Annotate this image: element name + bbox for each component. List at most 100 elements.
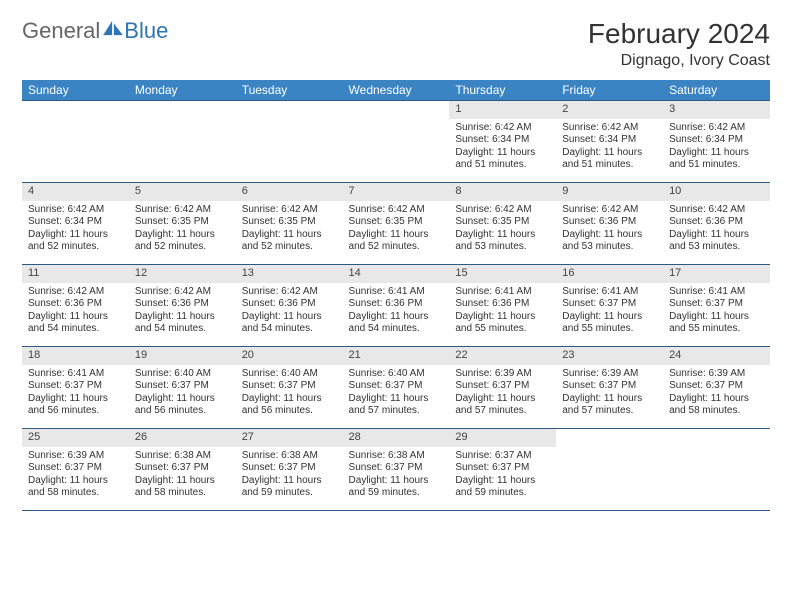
calendar-empty-cell bbox=[556, 429, 663, 511]
day-number: 22 bbox=[449, 347, 556, 365]
calendar-day-cell: 19Sunrise: 6:40 AMSunset: 6:37 PMDayligh… bbox=[129, 347, 236, 429]
calendar-day-cell: 11Sunrise: 6:42 AMSunset: 6:36 PMDayligh… bbox=[22, 265, 129, 347]
calendar-week-row: 18Sunrise: 6:41 AMSunset: 6:37 PMDayligh… bbox=[22, 347, 770, 429]
location-label: Dignago, Ivory Coast bbox=[588, 52, 770, 70]
sunset-text: Sunset: 6:35 PM bbox=[242, 216, 337, 229]
sunrise-text: Sunrise: 6:42 AM bbox=[349, 204, 444, 217]
day-detail: Sunrise: 6:42 AMSunset: 6:36 PMDaylight:… bbox=[236, 283, 343, 340]
calendar-day-cell: 17Sunrise: 6:41 AMSunset: 6:37 PMDayligh… bbox=[663, 265, 770, 347]
calendar-week-row: 4Sunrise: 6:42 AMSunset: 6:34 PMDaylight… bbox=[22, 183, 770, 265]
sunrise-text: Sunrise: 6:37 AM bbox=[455, 450, 550, 463]
sunset-text: Sunset: 6:34 PM bbox=[455, 134, 550, 147]
weekday-header: Thursday bbox=[449, 80, 556, 101]
brand-logo: General Blue bbox=[22, 18, 168, 44]
sunset-text: Sunset: 6:37 PM bbox=[562, 380, 657, 393]
day-number: 3 bbox=[663, 101, 770, 119]
calendar-week-row: 25Sunrise: 6:39 AMSunset: 6:37 PMDayligh… bbox=[22, 429, 770, 511]
daylight-text: Daylight: 11 hours and 53 minutes. bbox=[562, 229, 657, 254]
day-detail: Sunrise: 6:39 AMSunset: 6:37 PMDaylight:… bbox=[556, 365, 663, 422]
day-detail: Sunrise: 6:41 AMSunset: 6:37 PMDaylight:… bbox=[22, 365, 129, 422]
day-detail: Sunrise: 6:40 AMSunset: 6:37 PMDaylight:… bbox=[129, 365, 236, 422]
day-number: 11 bbox=[22, 265, 129, 283]
calendar-day-cell: 27Sunrise: 6:38 AMSunset: 6:37 PMDayligh… bbox=[236, 429, 343, 511]
sunrise-text: Sunrise: 6:42 AM bbox=[669, 122, 764, 135]
day-number: 25 bbox=[22, 429, 129, 447]
day-detail: Sunrise: 6:41 AMSunset: 6:36 PMDaylight:… bbox=[449, 283, 556, 340]
sunset-text: Sunset: 6:36 PM bbox=[242, 298, 337, 311]
daylight-text: Daylight: 11 hours and 54 minutes. bbox=[135, 311, 230, 336]
sunset-text: Sunset: 6:36 PM bbox=[669, 216, 764, 229]
day-number: 1 bbox=[449, 101, 556, 119]
daylight-text: Daylight: 11 hours and 52 minutes. bbox=[135, 229, 230, 254]
day-detail: Sunrise: 6:42 AMSunset: 6:35 PMDaylight:… bbox=[129, 201, 236, 258]
daylight-text: Daylight: 11 hours and 54 minutes. bbox=[242, 311, 337, 336]
day-detail: Sunrise: 6:42 AMSunset: 6:34 PMDaylight:… bbox=[22, 201, 129, 258]
weekday-header: Monday bbox=[129, 80, 236, 101]
month-title: February 2024 bbox=[588, 18, 770, 50]
sunrise-text: Sunrise: 6:41 AM bbox=[455, 286, 550, 299]
calendar-day-cell: 24Sunrise: 6:39 AMSunset: 6:37 PMDayligh… bbox=[663, 347, 770, 429]
calendar-day-cell: 16Sunrise: 6:41 AMSunset: 6:37 PMDayligh… bbox=[556, 265, 663, 347]
day-detail: Sunrise: 6:42 AMSunset: 6:34 PMDaylight:… bbox=[556, 119, 663, 176]
day-number: 29 bbox=[449, 429, 556, 447]
day-detail: Sunrise: 6:41 AMSunset: 6:37 PMDaylight:… bbox=[556, 283, 663, 340]
sunset-text: Sunset: 6:37 PM bbox=[349, 380, 444, 393]
calendar-day-cell: 7Sunrise: 6:42 AMSunset: 6:35 PMDaylight… bbox=[343, 183, 450, 265]
daylight-text: Daylight: 11 hours and 56 minutes. bbox=[28, 393, 123, 418]
sunrise-text: Sunrise: 6:42 AM bbox=[135, 286, 230, 299]
day-number: 19 bbox=[129, 347, 236, 365]
calendar-day-cell: 8Sunrise: 6:42 AMSunset: 6:35 PMDaylight… bbox=[449, 183, 556, 265]
daylight-text: Daylight: 11 hours and 57 minutes. bbox=[562, 393, 657, 418]
calendar-day-cell: 5Sunrise: 6:42 AMSunset: 6:35 PMDaylight… bbox=[129, 183, 236, 265]
weekday-header: Saturday bbox=[663, 80, 770, 101]
calendar-day-cell: 25Sunrise: 6:39 AMSunset: 6:37 PMDayligh… bbox=[22, 429, 129, 511]
brand-part1: General bbox=[22, 18, 100, 44]
sunrise-text: Sunrise: 6:42 AM bbox=[28, 286, 123, 299]
daylight-text: Daylight: 11 hours and 53 minutes. bbox=[669, 229, 764, 254]
day-detail: Sunrise: 6:40 AMSunset: 6:37 PMDaylight:… bbox=[236, 365, 343, 422]
sunrise-text: Sunrise: 6:39 AM bbox=[562, 368, 657, 381]
calendar-day-cell: 6Sunrise: 6:42 AMSunset: 6:35 PMDaylight… bbox=[236, 183, 343, 265]
day-detail: Sunrise: 6:39 AMSunset: 6:37 PMDaylight:… bbox=[449, 365, 556, 422]
day-number: 7 bbox=[343, 183, 450, 201]
calendar-day-cell: 22Sunrise: 6:39 AMSunset: 6:37 PMDayligh… bbox=[449, 347, 556, 429]
calendar-day-cell: 29Sunrise: 6:37 AMSunset: 6:37 PMDayligh… bbox=[449, 429, 556, 511]
sunset-text: Sunset: 6:37 PM bbox=[455, 462, 550, 475]
daylight-text: Daylight: 11 hours and 51 minutes. bbox=[455, 147, 550, 172]
day-number: 13 bbox=[236, 265, 343, 283]
calendar-empty-cell bbox=[236, 101, 343, 183]
daylight-text: Daylight: 11 hours and 57 minutes. bbox=[349, 393, 444, 418]
day-number: 20 bbox=[236, 347, 343, 365]
calendar-day-cell: 18Sunrise: 6:41 AMSunset: 6:37 PMDayligh… bbox=[22, 347, 129, 429]
daylight-text: Daylight: 11 hours and 52 minutes. bbox=[28, 229, 123, 254]
sunrise-text: Sunrise: 6:42 AM bbox=[242, 204, 337, 217]
weekday-header-row: SundayMondayTuesdayWednesdayThursdayFrid… bbox=[22, 80, 770, 101]
sunset-text: Sunset: 6:36 PM bbox=[562, 216, 657, 229]
sunset-text: Sunset: 6:34 PM bbox=[562, 134, 657, 147]
day-detail: Sunrise: 6:40 AMSunset: 6:37 PMDaylight:… bbox=[343, 365, 450, 422]
sunset-text: Sunset: 6:34 PM bbox=[28, 216, 123, 229]
day-number: 2 bbox=[556, 101, 663, 119]
sunrise-text: Sunrise: 6:42 AM bbox=[455, 204, 550, 217]
sunrise-text: Sunrise: 6:42 AM bbox=[242, 286, 337, 299]
sunset-text: Sunset: 6:35 PM bbox=[135, 216, 230, 229]
sunset-text: Sunset: 6:37 PM bbox=[669, 380, 764, 393]
calendar-day-cell: 23Sunrise: 6:39 AMSunset: 6:37 PMDayligh… bbox=[556, 347, 663, 429]
day-number: 15 bbox=[449, 265, 556, 283]
sunrise-text: Sunrise: 6:42 AM bbox=[669, 204, 764, 217]
daylight-text: Daylight: 11 hours and 58 minutes. bbox=[669, 393, 764, 418]
calendar-day-cell: 4Sunrise: 6:42 AMSunset: 6:34 PMDaylight… bbox=[22, 183, 129, 265]
calendar-empty-cell bbox=[663, 429, 770, 511]
day-number: 28 bbox=[343, 429, 450, 447]
sunrise-text: Sunrise: 6:39 AM bbox=[455, 368, 550, 381]
sunset-text: Sunset: 6:34 PM bbox=[669, 134, 764, 147]
daylight-text: Daylight: 11 hours and 56 minutes. bbox=[242, 393, 337, 418]
day-detail: Sunrise: 6:42 AMSunset: 6:36 PMDaylight:… bbox=[663, 201, 770, 258]
day-number: 5 bbox=[129, 183, 236, 201]
sunrise-text: Sunrise: 6:42 AM bbox=[135, 204, 230, 217]
day-number: 8 bbox=[449, 183, 556, 201]
sunrise-text: Sunrise: 6:39 AM bbox=[669, 368, 764, 381]
day-number: 10 bbox=[663, 183, 770, 201]
sunset-text: Sunset: 6:37 PM bbox=[135, 462, 230, 475]
day-number: 26 bbox=[129, 429, 236, 447]
